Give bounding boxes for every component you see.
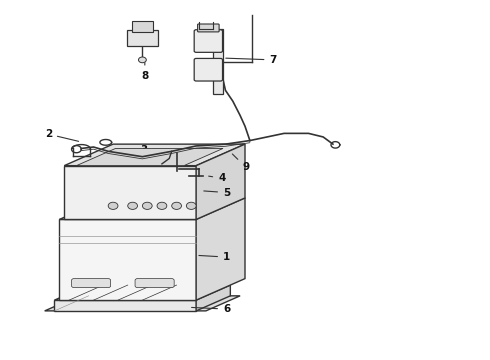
Text: 5: 5 [204,188,230,198]
Polygon shape [196,144,245,220]
Polygon shape [64,144,245,166]
Polygon shape [45,296,240,311]
Circle shape [157,202,167,210]
FancyBboxPatch shape [194,30,222,52]
Polygon shape [196,285,230,311]
Circle shape [139,57,147,63]
Polygon shape [59,198,245,220]
Polygon shape [196,198,245,300]
Text: 4: 4 [209,173,225,183]
FancyBboxPatch shape [197,24,219,32]
Polygon shape [213,30,223,94]
Polygon shape [76,148,223,166]
Text: 9: 9 [232,154,250,172]
Text: 3: 3 [140,144,168,154]
Circle shape [128,202,138,210]
FancyBboxPatch shape [135,279,174,288]
FancyBboxPatch shape [72,279,111,288]
Circle shape [186,202,196,210]
Text: 6: 6 [192,304,230,314]
FancyBboxPatch shape [194,58,222,81]
Text: 7: 7 [226,55,277,65]
Polygon shape [64,166,196,220]
FancyBboxPatch shape [127,31,158,46]
Text: 1: 1 [199,252,230,262]
Text: 2: 2 [45,129,78,141]
Polygon shape [59,220,196,300]
Text: 8: 8 [141,63,148,81]
Polygon shape [54,285,230,300]
Circle shape [143,202,152,210]
Circle shape [108,202,118,210]
Polygon shape [54,300,196,311]
FancyBboxPatch shape [132,22,153,32]
Circle shape [172,202,181,210]
